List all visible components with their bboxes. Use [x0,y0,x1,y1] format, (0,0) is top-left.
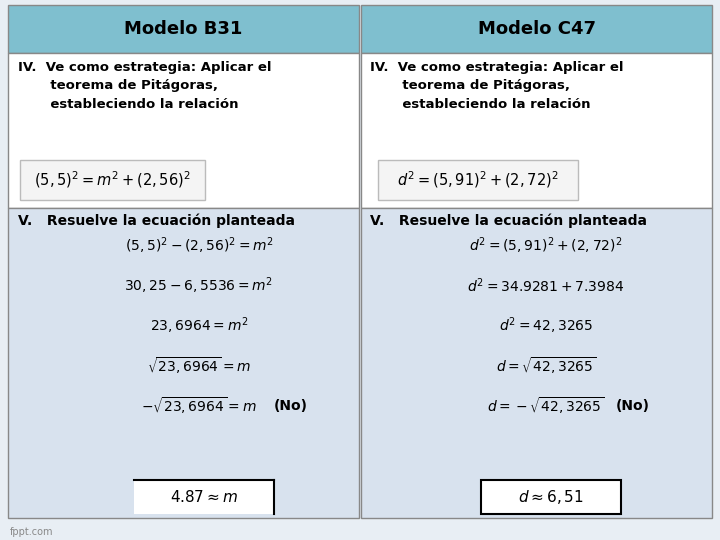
Text: $d^{2} = (5, 91)^{2} + (2, 72)^{2}$: $d^{2} = (5, 91)^{2} + (2, 72)^{2}$ [397,170,559,191]
Bar [361,53,712,208]
Text: $d = \sqrt{42, 3265}$: $d = \sqrt{42, 3265}$ [496,355,596,376]
Text: $-\sqrt{23, 6964} = m$: $-\sqrt{23, 6964} = m$ [141,395,257,416]
Text: $(5, 5)^{2} = m^{2} + (2, 56)^{2}$: $(5, 5)^{2} = m^{2} + (2, 56)^{2}$ [34,170,191,191]
Bar [361,5,712,53]
Text: $\sqrt{23, 6964} = m$: $\sqrt{23, 6964} = m$ [147,355,251,376]
Text: IV.  Ve como estrategia: Aplicar el
       teorema de Pitágoras,
       establec: IV. Ve como estrategia: Aplicar el teore… [18,61,271,111]
Text: Modelo B31: Modelo B31 [125,20,243,38]
Bar [134,480,274,514]
Text: $(5, 5)^{2} - (2, 56)^{2} = m^{2}$: $(5, 5)^{2} - (2, 56)^{2} = m^{2}$ [125,235,274,256]
Text: fppt.com: fppt.com [10,527,53,537]
Text: $4.87 \approx m$: $4.87 \approx m$ [170,489,238,505]
Text: $23, 6964 = m^{2}$: $23, 6964 = m^{2}$ [150,316,248,336]
Text: (No): (No) [274,399,308,413]
Text: V.   Resuelve la ecuación planteada: V. Resuelve la ecuación planteada [18,213,295,227]
Text: V.   Resuelve la ecuación planteada: V. Resuelve la ecuación planteada [370,213,647,227]
Text: $d^{2} = (5, 91)^{2} + (2, 72)^{2}$: $d^{2} = (5, 91)^{2} + (2, 72)^{2}$ [469,235,623,256]
Text: $d = -\sqrt{42, 3265}$: $d = -\sqrt{42, 3265}$ [487,395,605,416]
Bar [481,480,621,514]
Text: IV.  Ve como estrategia: Aplicar el
       teorema de Pitágoras,
       establec: IV. Ve como estrategia: Aplicar el teore… [370,61,624,111]
Bar [8,208,359,518]
Text: $30, 25 - 6, 5536 = m^{2}$: $30, 25 - 6, 5536 = m^{2}$ [125,276,274,296]
Bar [20,160,205,200]
Bar [378,160,578,200]
Text: $d \approx 6, 51$: $d \approx 6, 51$ [518,488,584,506]
Text: $d^{2} = 34.9281 + 7.3984$: $d^{2} = 34.9281 + 7.3984$ [467,276,625,295]
Bar [361,208,712,518]
Bar [8,5,359,53]
Text: Modelo C47: Modelo C47 [477,20,595,38]
Text: $d^{2} = 42, 3265$: $d^{2} = 42, 3265$ [499,316,593,336]
Text: (No): (No) [616,399,650,413]
Bar [8,53,359,208]
